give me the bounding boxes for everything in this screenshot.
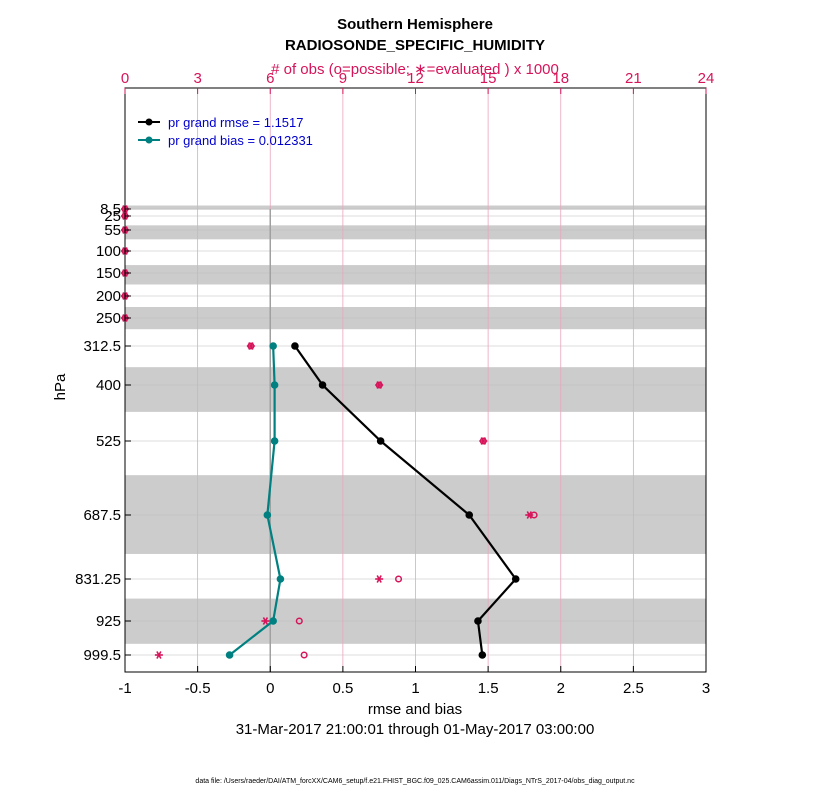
y-tick-label-1: 25 (104, 208, 121, 225)
x-tick-label-4: 1 (411, 680, 419, 697)
x-axis-label: rmse and bias (368, 701, 462, 718)
obs-evaluated-12 (261, 617, 270, 625)
obs-possible-13 (300, 651, 308, 659)
rmse-point-0 (291, 342, 299, 350)
rmse-point-2 (376, 437, 385, 445)
obs-possible-11 (395, 575, 403, 583)
x-tick-label-7: 2.5 (623, 680, 644, 697)
bias-point-5 (269, 617, 277, 625)
obs-possible-12 (295, 617, 303, 625)
series-layer (225, 342, 520, 659)
top-axis: 0 3 6 9 12 15 18 21 24 (121, 70, 715, 94)
obs-evaluated-13 (154, 651, 163, 659)
y-tick-label-0: 8.5 (100, 201, 121, 218)
rmse-point-3 (465, 511, 474, 519)
obs-evaluated-7 (246, 342, 255, 350)
obs-evaluated-8 (375, 381, 384, 389)
y-tick-label-6: 250 (96, 310, 121, 327)
top-tick-label-0: 0 (121, 70, 129, 87)
top-tick-label-8: 24 (698, 70, 715, 87)
obs-evaluated-9 (479, 437, 488, 445)
x-tick-label-0: -1 (118, 680, 131, 697)
x-tick-label-5: 1.5 (478, 680, 499, 697)
obs-evaluated-10 (525, 511, 534, 519)
bias-point-2 (270, 437, 279, 445)
chart-title-line1: Southern Hemisphere (337, 16, 493, 33)
y-tick-label-13: 999.5 (83, 647, 121, 664)
rmse-point-4 (511, 575, 520, 583)
bias-point-4 (276, 575, 285, 583)
top-tick-label-3: 9 (339, 70, 347, 87)
y-tick-label-2: 55 (104, 222, 121, 239)
top-tick-label-6: 18 (552, 70, 569, 87)
y-tick-label-3: 100 (96, 243, 121, 260)
y-tick-label-10: 687.5 (83, 507, 121, 524)
y-tick-label-9: 525 (96, 433, 121, 450)
top-tick-label-7: 21 (625, 70, 642, 87)
rmse-point-1 (318, 381, 327, 389)
top-tick-label-1: 3 (193, 70, 201, 87)
x-tick-label-8: 3 (702, 680, 710, 697)
top-tick-label-2: 6 (266, 70, 274, 87)
rmse-point-6 (478, 651, 487, 659)
x-tick-label-3: 0.5 (332, 680, 353, 697)
top-tick-label-5: 15 (480, 70, 497, 87)
y-tick-label-12: 925 (96, 613, 121, 630)
y-tick-label-7: 312.5 (83, 338, 121, 355)
legend-rmse-label: pr grand rmse = 1.1517 (168, 115, 304, 130)
legend-bias-marker (145, 136, 153, 144)
y-tick-label-5: 200 (96, 288, 121, 305)
x-tick-label-2: 0 (266, 680, 274, 697)
rmse-point-5 (474, 617, 482, 625)
footer-data-file: data file: /Users/raeder/DAI/ATM_forcXX/… (195, 778, 635, 785)
bias-point-6 (225, 651, 234, 659)
x-tick-label-1: -0.5 (185, 680, 211, 697)
bias-point-1 (270, 381, 279, 389)
y-tick-label-4: 150 (96, 265, 121, 282)
legend: pr grand rmse = 1.1517 pr grand bias = 0… (138, 115, 313, 148)
x-tick-label-6: 2 (557, 680, 565, 697)
y-tick-label-8: 400 (96, 377, 121, 394)
chart-title-line2: RADIOSONDE_SPECIFIC_HUMIDITY (285, 37, 545, 54)
top-tick-label-4: 12 (407, 70, 424, 87)
legend-bias-label: pr grand bias = 0.012331 (168, 133, 313, 148)
y-axis-label: hPa (52, 373, 69, 400)
date-range-label: 31-Mar-2017 21:00:01 through 01-May-2017… (236, 721, 595, 738)
bias-point-3 (263, 511, 272, 519)
bottom-axis: -1 -0.5 0 0.5 1 1.5 2 2.5 3 (118, 666, 710, 697)
top-axis-label: # of obs (o=possible; ∗=evaluated ) x 10… (271, 61, 559, 78)
bias-point-0 (269, 342, 277, 350)
y-tick-label-11: 831.25 (75, 571, 121, 588)
obs-evaluated-11 (375, 575, 384, 583)
legend-rmse-marker (145, 118, 153, 126)
